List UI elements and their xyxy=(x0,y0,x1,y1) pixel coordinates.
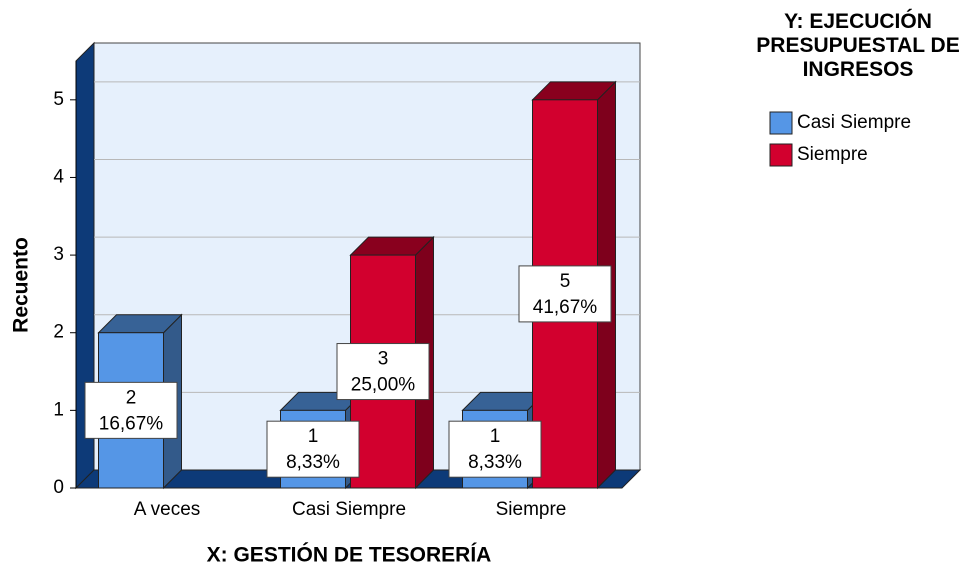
data-label-box xyxy=(336,343,430,401)
data-label-box xyxy=(518,265,612,323)
data-label: 8,33% xyxy=(468,452,522,473)
x-tick-label: A veces xyxy=(134,499,201,520)
data-label: 25,00% xyxy=(351,375,416,396)
x-axis-title: X: GESTIÓN DE TESORERÍA xyxy=(207,543,492,567)
data-label-box xyxy=(84,381,178,439)
x-tick-label: Siempre xyxy=(496,499,567,520)
data-label: 16,67% xyxy=(99,413,164,434)
data-label: 2 xyxy=(126,387,137,408)
legend-label: Casi Siempre xyxy=(797,112,911,133)
legend-label: Siempre xyxy=(797,144,868,165)
y-tick-label: 3 xyxy=(53,244,64,265)
y-tick-label: 5 xyxy=(53,89,64,110)
y-tick-label: 0 xyxy=(53,477,64,498)
data-label: 3 xyxy=(378,349,389,370)
legend-swatch xyxy=(769,143,793,167)
data-label: 41,67% xyxy=(533,297,598,318)
data-label-box xyxy=(266,420,360,478)
y-axis-title: Recuento xyxy=(10,237,33,333)
data-label: 5 xyxy=(560,271,571,292)
y-tick-label: 2 xyxy=(53,322,64,343)
y-tick-label: 1 xyxy=(53,399,64,420)
data-label: 8,33% xyxy=(286,452,340,473)
data-label-box xyxy=(448,420,542,478)
data-label: 1 xyxy=(308,426,319,447)
x-tick-label: Casi Siempre xyxy=(292,499,406,520)
legend-swatch xyxy=(769,111,793,135)
y-tick-label: 4 xyxy=(53,166,64,187)
legend-title: Y: EJECUCIÓN PRESUPUESTAL DE INGRESOS xyxy=(756,10,960,81)
data-label: 1 xyxy=(490,426,501,447)
